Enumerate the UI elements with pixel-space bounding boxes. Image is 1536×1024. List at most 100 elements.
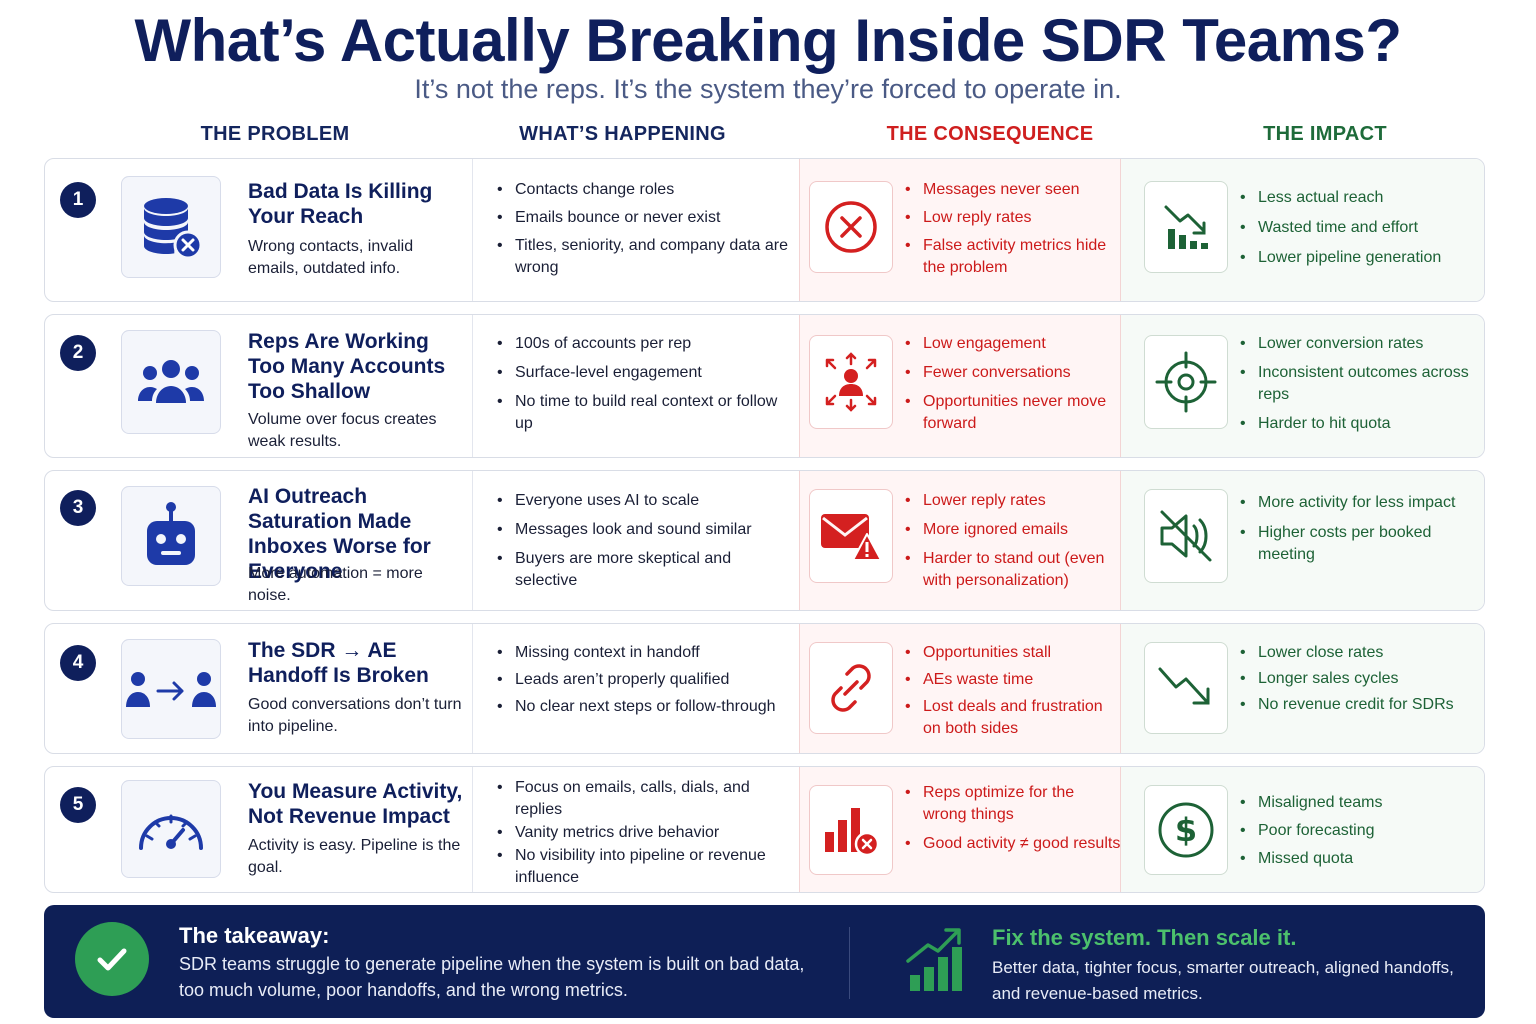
broken-link-icon bbox=[809, 642, 893, 734]
handoff-icon bbox=[121, 639, 221, 739]
growth-chart-icon bbox=[906, 925, 964, 998]
row-number-badge: 3 bbox=[60, 490, 96, 526]
list-item: More activity for less impact bbox=[1236, 492, 1476, 514]
row-number-badge: 1 bbox=[60, 182, 96, 218]
list-item: Focus on emails, calls, dials, and repli… bbox=[493, 777, 793, 821]
happening-list: Contacts change roles Emails bounce or n… bbox=[493, 179, 793, 279]
list-item: Low reply rates bbox=[901, 207, 1121, 229]
impact-list: Lower conversion rates Inconsistent outc… bbox=[1236, 333, 1476, 435]
check-icon bbox=[75, 922, 149, 996]
list-item: Lower close rates bbox=[1236, 642, 1476, 664]
list-item: No time to build real context or follow … bbox=[493, 391, 793, 435]
problem-description: More automation = more noise. bbox=[248, 565, 423, 604]
list-item: No revenue credit for SDRs bbox=[1236, 694, 1476, 716]
list-item: Leads aren’t properly qualified bbox=[493, 669, 793, 691]
trend-down-icon bbox=[1144, 642, 1228, 734]
fix-title: Fix the system. Then scale it. bbox=[992, 925, 1297, 950]
problem-row-3: 3 AI Outreach Saturation Made Inboxes Wo… bbox=[44, 470, 1485, 611]
happening-list: 100s of accounts per rep Surface-level e… bbox=[493, 333, 793, 435]
list-item: Misaligned teams bbox=[1236, 792, 1476, 814]
problem-row-2: 2 Reps Are Working Too Many Accounts Too… bbox=[44, 314, 1485, 458]
takeaway-banner: The takeaway: SDR teams struggle to gene… bbox=[44, 905, 1485, 1018]
list-item: Reps optimize for the wrong things bbox=[901, 782, 1121, 826]
impact-list: More activity for less impact Higher cos… bbox=[1236, 492, 1476, 566]
database-error-icon bbox=[121, 176, 221, 278]
page-subtitle: It’s not the reps. It’s the system they’… bbox=[414, 74, 1122, 104]
list-item: Lower conversion rates bbox=[1236, 333, 1476, 355]
list-item: Lower pipeline generation bbox=[1236, 247, 1476, 269]
list-item: Buyers are more skeptical and selective bbox=[493, 548, 793, 592]
list-item: Opportunities stall bbox=[901, 642, 1121, 664]
page-title: What’s Actually Breaking Inside SDR Team… bbox=[134, 7, 1402, 74]
problem-title: The SDR → AE Handoff Is Broken bbox=[248, 639, 429, 687]
problem-description: Volume over focus creates weak results. bbox=[248, 411, 437, 450]
impact-list: Misaligned teams Poor forecasting Missed… bbox=[1236, 792, 1476, 870]
consequence-list: Opportunities stall AEs waste time Lost … bbox=[901, 642, 1121, 740]
muted-speaker-icon bbox=[1144, 489, 1228, 583]
list-item: Poor forecasting bbox=[1236, 820, 1476, 842]
problem-title: Reps Are Working Too Many Accounts Too S… bbox=[248, 330, 446, 403]
takeaway-body: SDR teams struggle to generate pipeline … bbox=[179, 954, 805, 1000]
problem-row-1: 1 Bad Data Is Killing Your Reach Wrong c… bbox=[44, 158, 1485, 302]
list-item: Contacts change roles bbox=[493, 179, 793, 201]
list-item: Everyone uses AI to scale bbox=[493, 490, 793, 512]
gauge-icon bbox=[121, 780, 221, 878]
dollar-icon: $ bbox=[1144, 785, 1228, 875]
list-item: Lower reply rates bbox=[901, 490, 1121, 512]
row-number-badge: 5 bbox=[60, 787, 96, 823]
happening-list: Missing context in handoff Leads aren’t … bbox=[493, 642, 793, 718]
takeaway-title: The takeaway: bbox=[179, 923, 330, 948]
problem-description: Activity is easy. Pipeline is the goal. bbox=[248, 837, 461, 876]
list-item: Good activity ≠ good results bbox=[901, 833, 1121, 855]
list-item: Surface-level engagement bbox=[493, 362, 793, 384]
list-item: Harder to stand out (even with personali… bbox=[901, 548, 1121, 592]
x-circle-icon bbox=[809, 181, 893, 273]
consequence-list: Lower reply rates More ignored emails Ha… bbox=[901, 490, 1121, 592]
problem-description: Wrong contacts, invalid emails, outdated… bbox=[248, 238, 414, 277]
column-header-problem: THE PROBLEM bbox=[200, 123, 350, 145]
problem-row-5: 5 You Measure Activity, Not Revenue Impa… bbox=[44, 766, 1485, 893]
row-number-badge: 4 bbox=[60, 645, 96, 681]
list-item: No clear next steps or follow-through bbox=[493, 696, 793, 718]
fix-body: Better data, tighter focus, smarter outr… bbox=[992, 958, 1454, 1003]
bar-chart-error-icon bbox=[809, 785, 893, 875]
row-number-badge: 2 bbox=[60, 335, 96, 371]
list-item: Fewer conversations bbox=[901, 362, 1121, 384]
list-item: Opportunities never move forward bbox=[901, 391, 1121, 435]
list-item: Inconsistent outcomes across reps bbox=[1236, 362, 1476, 406]
consequence-list: Low engagement Fewer conversations Oppor… bbox=[901, 333, 1121, 435]
list-item: Messages look and sound similar bbox=[493, 519, 793, 541]
problem-description: Good conversations don’t turn into pipel… bbox=[248, 696, 462, 735]
list-item: Higher costs per booked meeting bbox=[1236, 522, 1476, 566]
list-item: Missed quota bbox=[1236, 848, 1476, 870]
consequence-list: Reps optimize for the wrong things Good … bbox=[901, 782, 1121, 855]
consequence-list: Messages never seen Low reply rates Fals… bbox=[901, 179, 1121, 279]
list-item: AEs waste time bbox=[901, 669, 1121, 691]
team-icon bbox=[121, 330, 221, 434]
list-item: No visibility into pipeline or revenue i… bbox=[493, 845, 793, 889]
happening-list: Focus on emails, calls, dials, and repli… bbox=[493, 777, 793, 889]
list-item: 100s of accounts per rep bbox=[493, 333, 793, 355]
problem-title: You Measure Activity, Not Revenue Impact bbox=[248, 780, 463, 828]
list-item: Missing context in handoff bbox=[493, 642, 793, 664]
column-header-consequence: THE CONSEQUENCE bbox=[886, 123, 1094, 145]
list-item: Lost deals and frustration on both sides bbox=[901, 696, 1121, 740]
list-item: Wasted time and effort bbox=[1236, 217, 1476, 239]
problem-title: AI Outreach Saturation Made Inboxes Wors… bbox=[248, 485, 431, 583]
column-header-impact: THE IMPACT bbox=[1263, 123, 1387, 145]
robot-icon bbox=[121, 486, 221, 586]
list-item: Emails bounce or never exist bbox=[493, 207, 793, 229]
list-item: False activity metrics hide the problem bbox=[901, 235, 1121, 279]
crosshair-icon bbox=[1144, 335, 1228, 429]
list-item: Vanity metrics drive behavior bbox=[493, 822, 793, 844]
email-alert-icon bbox=[809, 489, 893, 583]
column-header-happening: WHAT’S HAPPENING bbox=[519, 123, 726, 145]
svg-text:$: $ bbox=[1175, 811, 1197, 849]
list-item: More ignored emails bbox=[901, 519, 1121, 541]
problem-title: Bad Data Is Killing Your Reach bbox=[248, 180, 433, 228]
impact-list: Lower close rates Longer sales cycles No… bbox=[1236, 642, 1476, 716]
list-item: Less actual reach bbox=[1236, 187, 1476, 209]
happening-list: Everyone uses AI to scale Messages look … bbox=[493, 490, 793, 592]
list-item: Longer sales cycles bbox=[1236, 668, 1476, 690]
impact-list: Less actual reach Wasted time and effort… bbox=[1236, 187, 1476, 269]
